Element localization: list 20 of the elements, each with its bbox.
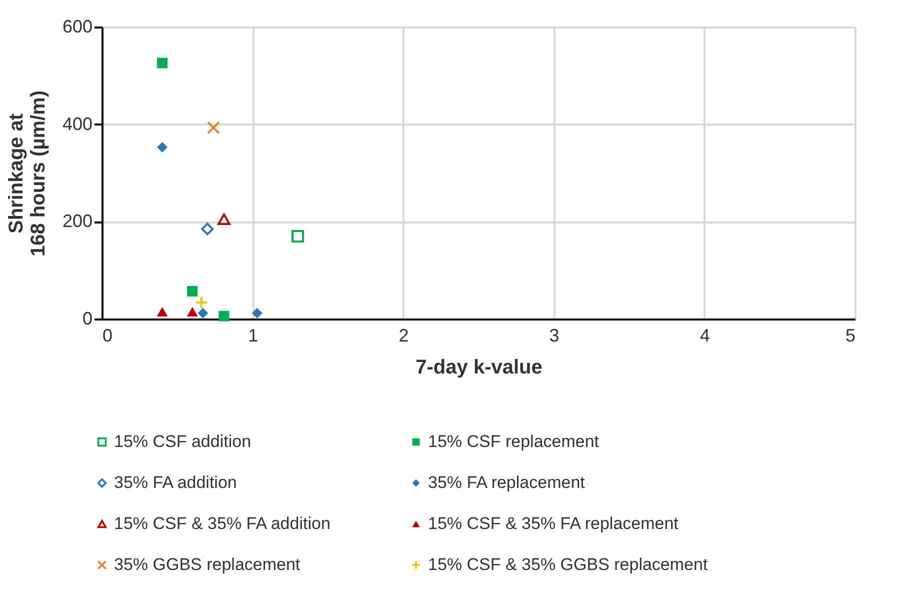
x-tick-label: 5 (845, 326, 856, 346)
legend-label: 15% CSF & 35% GGBS replacement (428, 555, 708, 574)
legend-label: 15% CSF addition (114, 432, 252, 451)
legend-label: 35% FA replacement (428, 473, 586, 492)
legend-label: 35% GGBS replacement (114, 555, 300, 574)
legend-label: 35% FA addition (114, 473, 237, 492)
x-tick-label: 4 (700, 326, 710, 346)
x-tick-label: 2 (398, 326, 409, 346)
y-axis-title: Shrinkage at 168 hours (µm/m) (5, 90, 50, 257)
legend-label: 15% CSF replacement (428, 432, 600, 451)
y-tick-label: 400 (62, 114, 92, 134)
legend-label: 15% CSF & 35% FA replacement (428, 514, 679, 533)
y-tick-label: 0 (82, 308, 92, 328)
x-tick-label: 3 (549, 326, 560, 346)
y-tick-label: 600 (62, 16, 92, 36)
y-tick-label: 200 (62, 211, 92, 232)
x-tick-label: 1 (248, 326, 258, 346)
legend-label: 15% CSF & 35% FA addition (114, 514, 330, 533)
x-tick-label: 0 (102, 326, 113, 346)
x-axis-title: 7-day k-value (416, 356, 542, 378)
